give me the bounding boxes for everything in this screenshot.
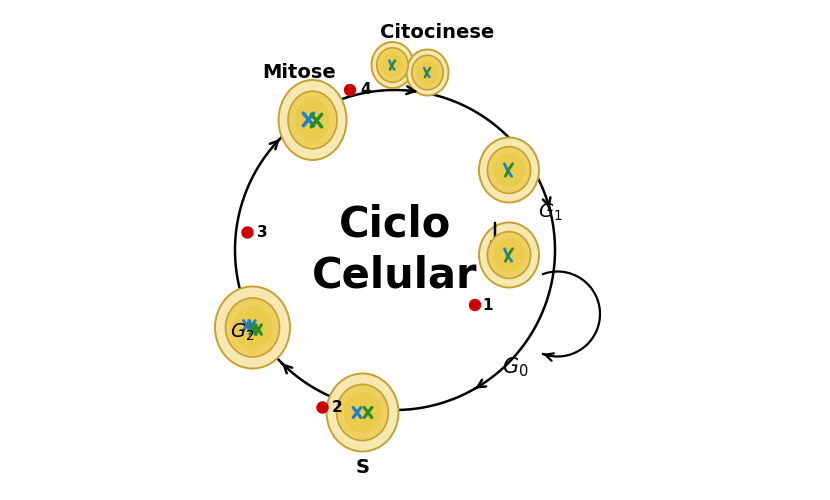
Ellipse shape [215, 286, 290, 368]
Circle shape [242, 227, 253, 238]
Ellipse shape [412, 55, 443, 90]
Ellipse shape [487, 146, 530, 194]
Text: S: S [355, 458, 369, 477]
Ellipse shape [233, 306, 272, 349]
Text: 4: 4 [360, 82, 371, 98]
Ellipse shape [493, 238, 525, 272]
Text: Ciclo
Celular: Ciclo Celular [312, 203, 478, 297]
Ellipse shape [382, 53, 403, 77]
Text: 1: 1 [482, 298, 493, 312]
Ellipse shape [487, 232, 530, 278]
Ellipse shape [493, 153, 525, 187]
Ellipse shape [295, 99, 330, 141]
Ellipse shape [326, 374, 398, 452]
Circle shape [470, 300, 481, 310]
Ellipse shape [479, 222, 539, 288]
Text: 3: 3 [256, 225, 267, 240]
Ellipse shape [226, 298, 280, 357]
Text: $G_1$: $G_1$ [538, 202, 562, 223]
Circle shape [317, 402, 328, 413]
Ellipse shape [372, 42, 413, 88]
Text: $G_2$: $G_2$ [230, 322, 254, 343]
Ellipse shape [344, 392, 381, 433]
Text: Citocinese: Citocinese [380, 23, 495, 42]
Ellipse shape [377, 48, 408, 82]
Ellipse shape [407, 50, 448, 96]
Ellipse shape [279, 80, 346, 160]
Circle shape [344, 84, 355, 96]
Ellipse shape [337, 384, 388, 440]
Ellipse shape [479, 138, 539, 202]
Text: 2: 2 [331, 400, 342, 415]
Text: Mitose: Mitose [262, 63, 336, 82]
Ellipse shape [417, 60, 438, 84]
Ellipse shape [288, 91, 337, 149]
Text: $G_0$: $G_0$ [501, 356, 528, 380]
